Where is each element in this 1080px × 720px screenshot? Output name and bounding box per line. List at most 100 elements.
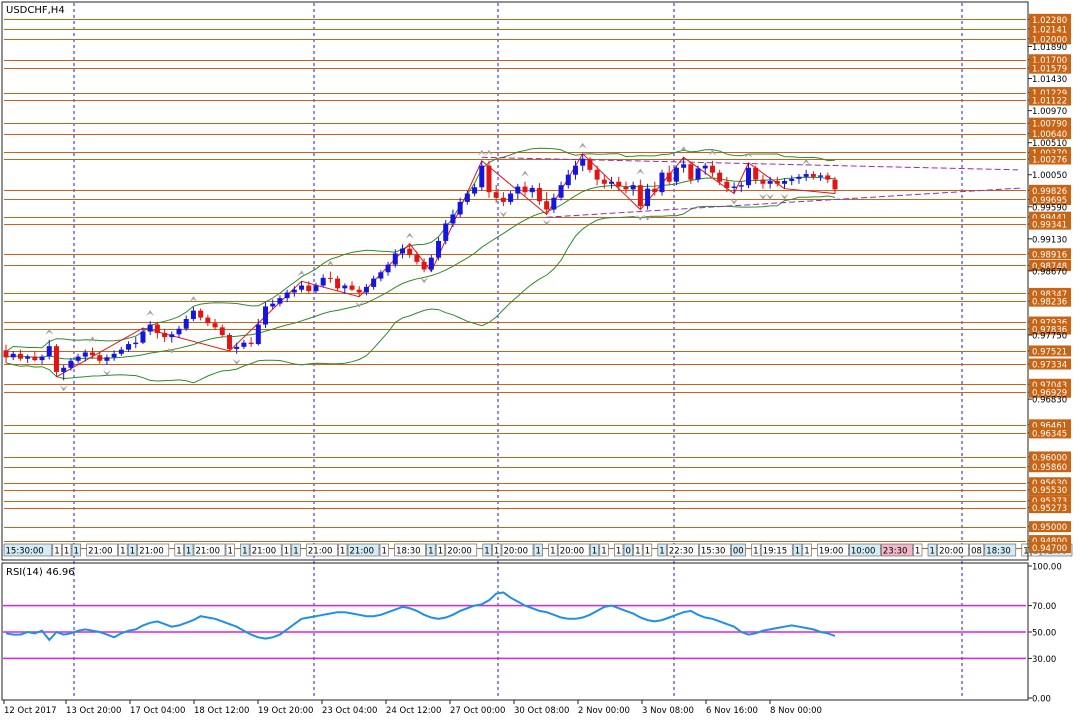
candle-body [673,167,679,182]
pivot-marks [45,142,811,392]
order-label-box [435,543,446,557]
order-label: 1 [186,547,191,557]
candle-body [32,356,38,361]
price-label: 0.99341 [1032,221,1067,231]
price-label-box [1029,259,1071,271]
candle-body [234,346,240,349]
candle-body [327,277,333,279]
order-label-box [3,543,53,557]
order-label-box [52,543,62,557]
candle-body [551,197,557,210]
order-label: 1 [804,547,809,557]
candle-body [810,174,816,177]
price-label-box [1029,33,1071,45]
candle-body [645,188,651,207]
pivot-high-mark [477,149,486,156]
order-label: 1 [176,547,181,557]
order-label: 22:30 [669,547,694,557]
candle-body [97,355,103,361]
rsi-axis[interactable]: 100.00 70.00 50.00 30.00 0.00 [1027,563,1062,705]
price-label-box [1029,461,1071,473]
time-axis[interactable]: 12 Oct 2017 13 Oct 20:00 17 Oct 04:00 18 Oc… [3,700,822,716]
order-label: 15:30:00 [6,547,44,557]
price-label: 0.96929 [1032,389,1067,399]
price-label: 0.94700 [1032,544,1067,554]
candle-body [508,193,514,202]
band-upper-line [5,147,836,353]
price-label: 1.01229 [1032,89,1067,99]
order-label-box [751,543,761,557]
price-label: 0.96000 [1032,453,1067,463]
price-label: 0.99130 [1032,235,1067,245]
candle-body [3,350,9,358]
pivot-high-mark [802,158,811,165]
order-label: 21:00 [308,547,333,557]
candle-body [702,165,708,169]
pivot-low-mark [636,214,645,221]
price-label-box [1029,477,1071,489]
pivot-low-mark [355,301,364,308]
candle-body [10,353,16,358]
candle-body [572,165,578,175]
price-label-box [1029,502,1071,514]
order-label: 21:00 [350,547,375,557]
time-label: 6 Nov 16:00 [706,706,758,716]
order-label-box [731,543,746,557]
candle-body [147,324,153,332]
order-label-box [62,543,72,557]
order-label: 21:00 [196,547,221,557]
order-label: 19:00 [819,547,844,557]
band-lower-line [5,195,836,384]
price-label: 1.00790 [1032,120,1067,130]
order-label: 21:00 [88,547,113,557]
price-label-box [1029,23,1071,35]
pivot-low-mark [780,193,789,200]
price-label: 0.97043 [1032,381,1067,391]
time-label: 19 Oct 20:00 [258,706,313,716]
candle-body [515,186,521,194]
order-label-box [482,543,492,557]
order-label-box [291,543,301,557]
order-label: 1 [74,547,79,557]
candle-body [594,169,600,180]
order-label: 20:00 [939,547,964,557]
candle-body [630,185,636,190]
candle-body [472,187,478,194]
price-label-box [1029,184,1071,196]
order-label: 1 [1023,547,1028,557]
candle-body [457,201,463,215]
order-label-box [667,543,699,557]
pivot-low-mark [420,277,429,284]
time-label: 18 Oct 12:00 [194,706,249,716]
order-label-box [699,543,731,557]
price-label-box [1029,146,1071,158]
candle-body [169,334,175,338]
candle-body [623,186,629,190]
pivot-high-mark [146,310,155,317]
order-label: 1 [293,547,298,557]
pivot-high-mark [679,146,688,153]
main-chart-panel[interactable]: USDCHF,H4 15:30:00 1 1 1 21:00 1 1 21:00 1 1 21:00… [1,1,1073,698]
price-label-box [1029,218,1071,230]
order-label-box [817,543,849,557]
candle-body [544,201,550,210]
candle-body [82,352,88,357]
order-label: 1 [382,547,387,557]
price-label: 0.95860 [1032,463,1067,473]
candle-body [825,175,831,180]
rsi-panel[interactable]: RSI(14) 46.96 [1,562,1029,701]
pivot-low-mark [59,385,68,392]
candle-body [479,165,485,188]
candle-body [580,158,586,166]
candle-body [284,292,290,299]
price-label-box [1029,378,1071,390]
order-label-box [249,543,282,557]
order-label: 08 [971,547,982,557]
pivot-high-mark [484,149,493,156]
rsi-tick-label: 0.00 [1032,695,1051,705]
candle-body [61,367,67,372]
price-label: 0.97521 [1032,347,1067,357]
price-label-box [1029,287,1071,299]
candle-body [731,186,737,188]
